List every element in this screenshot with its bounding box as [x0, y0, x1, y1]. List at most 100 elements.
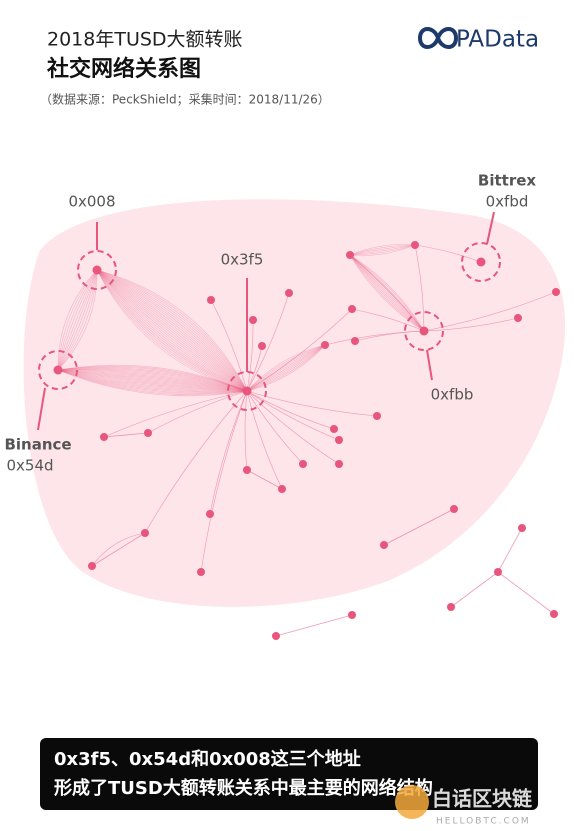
edge: [246, 308, 353, 392]
edge: [96, 269, 248, 392]
edge: [246, 390, 283, 490]
logo: PAData: [417, 27, 539, 53]
edge: [96, 269, 248, 392]
edge: [349, 244, 416, 256]
node: [321, 341, 329, 349]
edge: [57, 369, 248, 392]
edge: [349, 254, 425, 332]
edge: [57, 369, 248, 392]
edge: [354, 330, 425, 342]
edge: [57, 269, 98, 371]
edge: [96, 269, 248, 392]
edge: [414, 244, 482, 263]
node: [348, 305, 356, 313]
edge: [57, 369, 248, 392]
edge: [96, 269, 248, 392]
pointer: [486, 211, 495, 245]
edge: [57, 369, 248, 392]
edges: [57, 244, 557, 637]
edge: [57, 269, 98, 371]
edge: [96, 269, 248, 392]
edge: [246, 344, 326, 392]
edge: [497, 527, 523, 573]
node-address: 0x54d: [6, 457, 53, 475]
edge: [57, 269, 98, 371]
node: [285, 289, 293, 297]
edge: [349, 254, 425, 332]
edge: [246, 344, 326, 392]
edge: [246, 344, 326, 392]
edge: [57, 369, 248, 393]
pointers: [37, 211, 495, 431]
pointer: [37, 387, 46, 431]
edge: [423, 291, 557, 332]
edge: [244, 390, 248, 471]
edge: [200, 390, 248, 573]
edge: [246, 344, 326, 392]
edge: [96, 269, 248, 392]
hub-ring: [461, 242, 501, 282]
edge: [349, 254, 425, 332]
logo-mark: [417, 27, 459, 49]
edge: [96, 269, 248, 392]
hub-node: [419, 326, 429, 336]
hub-ring: [404, 311, 444, 351]
watermark-site: HELLOBTC.COM: [436, 817, 531, 827]
node-address: 0xfbd: [486, 193, 529, 211]
edge: [96, 269, 248, 392]
edge: [349, 254, 425, 332]
node: [88, 562, 96, 570]
edge: [57, 269, 98, 371]
edge: [497, 571, 555, 615]
node: [373, 412, 381, 420]
subtitle: 社交网络关系图: [47, 56, 201, 82]
edge: [57, 269, 98, 371]
edge: [57, 369, 248, 392]
edge: [57, 367, 248, 392]
edge: [246, 390, 378, 417]
hub-node: [476, 257, 486, 267]
edge: [96, 269, 248, 392]
edge: [349, 244, 416, 256]
edge: [275, 614, 353, 637]
edge: [246, 344, 326, 392]
node: [351, 337, 359, 345]
edge: [57, 364, 248, 392]
edge: [57, 369, 248, 395]
edge: [96, 269, 248, 392]
edge: [91, 532, 146, 567]
hub-node: [53, 365, 63, 375]
node-label: 0x008: [68, 193, 115, 211]
node: [243, 466, 251, 474]
node: [206, 510, 214, 518]
edge: [96, 269, 248, 392]
node: [514, 314, 522, 322]
edge: [57, 369, 248, 394]
title: 2018年TUSD大额转账: [47, 29, 243, 51]
edge: [57, 369, 248, 392]
edge: [147, 390, 248, 434]
node: [249, 316, 257, 324]
edge: [96, 269, 248, 392]
edge: [57, 369, 248, 392]
edge: [57, 269, 98, 371]
edge: [57, 269, 98, 371]
edge: [450, 571, 499, 608]
node: [278, 485, 286, 493]
edge: [351, 308, 425, 332]
node: [197, 568, 205, 576]
edge: [96, 269, 248, 392]
node: [299, 460, 307, 468]
brand: PAData: [456, 27, 539, 53]
edge: [57, 369, 248, 392]
edge: [96, 269, 248, 392]
edge: [96, 269, 248, 392]
edge: [57, 369, 248, 392]
edge: [209, 390, 248, 515]
node: [144, 429, 152, 437]
node: [100, 433, 108, 441]
edge: [349, 254, 425, 332]
edge: [57, 269, 98, 371]
node: [335, 460, 343, 468]
